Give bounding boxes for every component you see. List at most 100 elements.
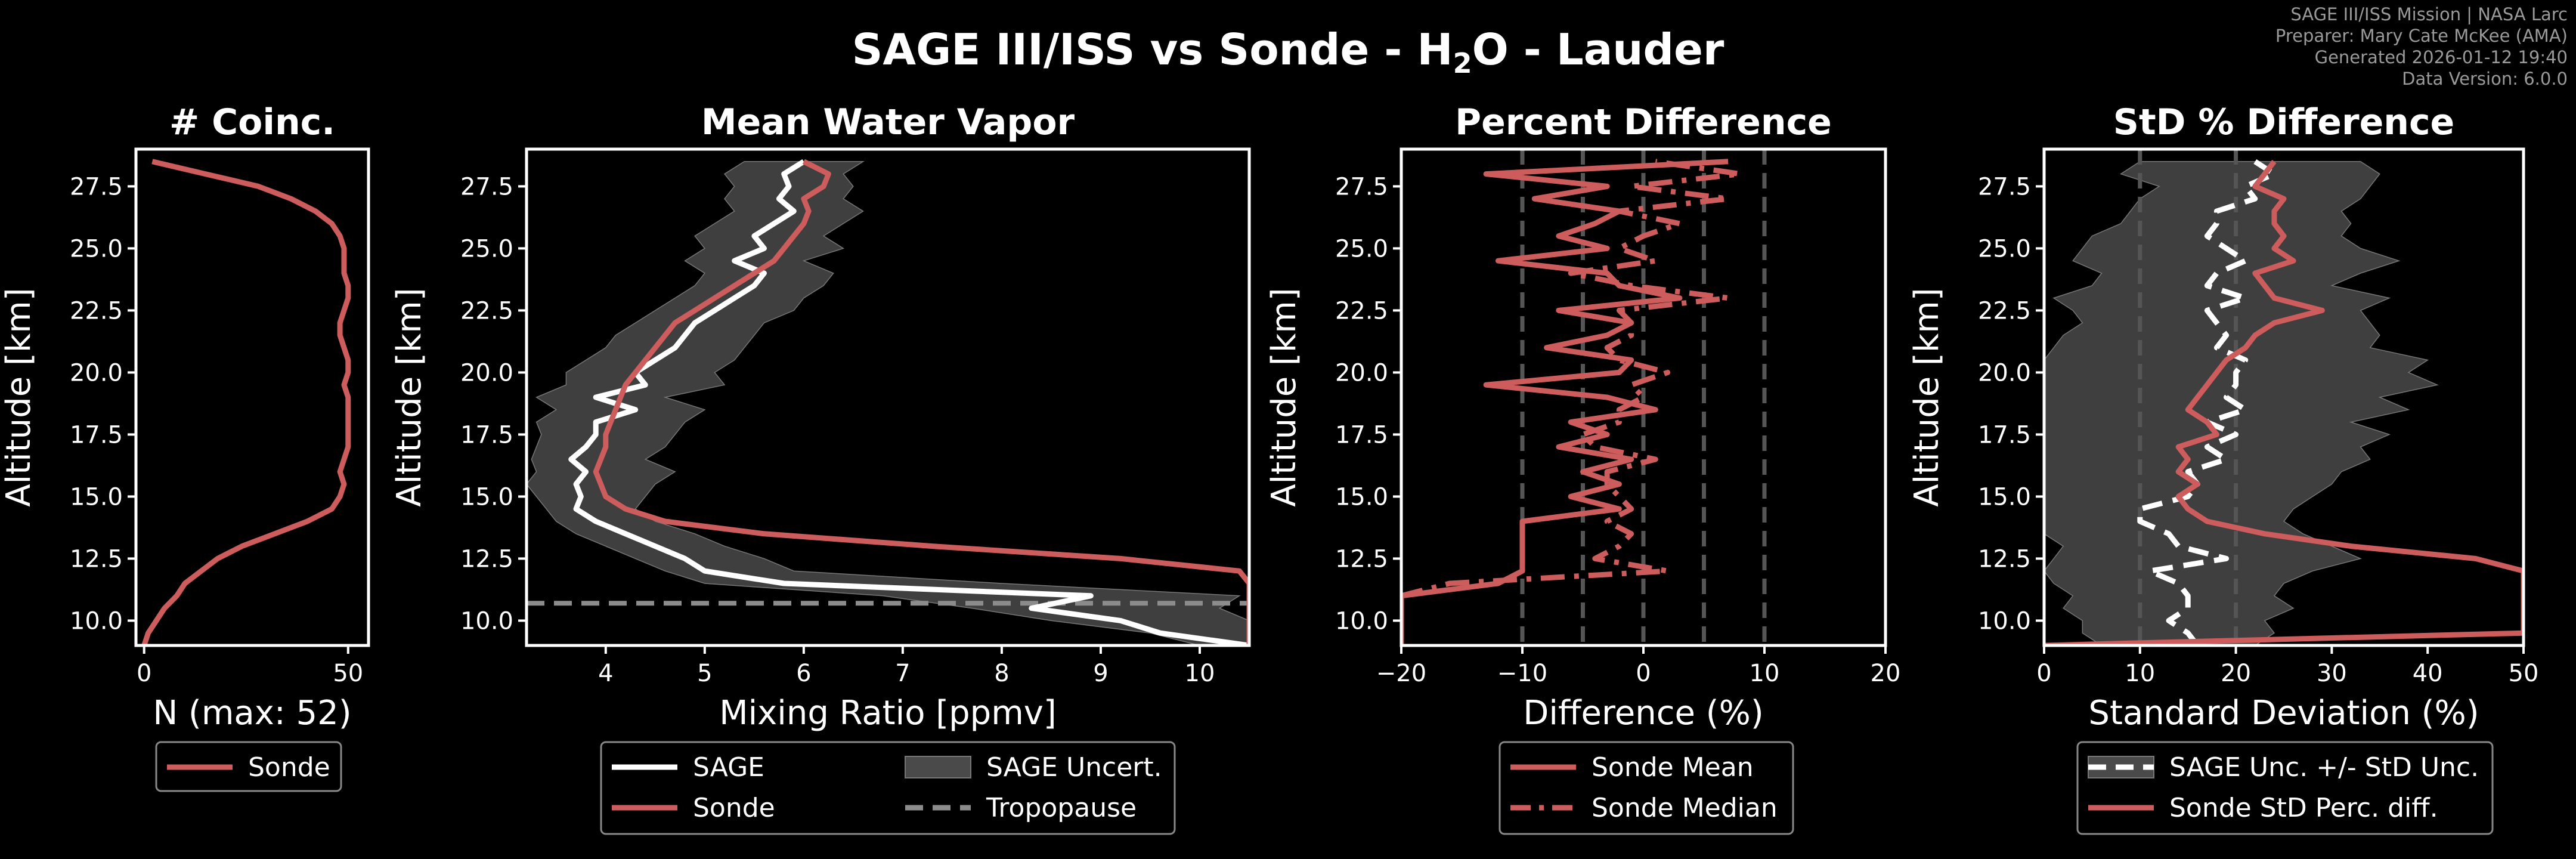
y-tick-label: 15.0 — [460, 483, 513, 511]
figure-title: SAGE III/ISS vs Sonde - H2O - Lauder — [852, 24, 1724, 79]
legend-frame — [2076, 741, 2494, 835]
x-tick-label: 10 — [1185, 660, 1215, 687]
x-tick-label: 20 — [1871, 660, 1901, 687]
x-tick-label: 9 — [1093, 660, 1108, 687]
y-tick-label: 15.0 — [70, 483, 123, 511]
panel-3: 10.0 12.5 15.0 17.5 20.0 22.5 25.0 27.5 −20 −10 0 1… — [1265, 101, 1901, 835]
x-tick-label: 0 — [1636, 660, 1651, 687]
y-tick-label: 20.0 — [460, 359, 513, 387]
y-tick-label: 12.5 — [1978, 545, 2031, 573]
legend-label: SAGE — [693, 752, 764, 783]
panel-title: StD % Difference — [2113, 101, 2455, 143]
y-axis-label: Altitude [km] — [1265, 288, 1304, 506]
series-line-sonde — [141, 159, 351, 645]
x-tick-label: 8 — [994, 660, 1009, 687]
x-tick-label: 10 — [1750, 660, 1780, 687]
panel-title: Percent Difference — [1455, 101, 1832, 143]
legend: SAGE Unc. +/- StD Unc. Sonde StD Perc. di… — [2076, 741, 2494, 835]
legend-label: Sonde Median — [1592, 793, 1778, 823]
y-tick-label: 20.0 — [70, 359, 123, 387]
plot-area — [2044, 149, 2524, 645]
y-tick-label: 10.0 — [460, 607, 513, 635]
x-tick-label: 10 — [2125, 660, 2155, 687]
y-tick-label: 10.0 — [1978, 607, 2031, 635]
uncertainty-band — [527, 161, 1249, 645]
meta-version: Data Version: 6.0.0 — [2402, 69, 2568, 89]
legend-label: Sonde — [693, 793, 775, 823]
legend: SAGE Sonde SAGE Uncert. Tropopause — [600, 741, 1176, 835]
legend-label: Sonde Mean — [1592, 752, 1754, 783]
x-tick-label: 0 — [137, 660, 151, 687]
y-tick-label: 17.5 — [460, 421, 513, 449]
meta-mission: SAGE III/ISS Mission | NASA Larc — [2290, 4, 2568, 24]
legend-frame — [155, 741, 342, 792]
plot-area — [141, 159, 351, 645]
legend: Sonde — [155, 741, 342, 792]
legend-swatch — [905, 756, 971, 778]
x-tick-label: 5 — [697, 660, 712, 687]
x-tick-label: 7 — [895, 660, 910, 687]
y-tick-label: 25.0 — [460, 235, 513, 262]
legend-label: Sonde — [248, 752, 330, 783]
y-tick-label: 17.5 — [70, 421, 123, 449]
axes-frame — [2042, 147, 2525, 647]
meta-preparer: Preparer: Mary Cate McKee (AMA) — [2275, 26, 2568, 46]
title-subscript: 2 — [1453, 47, 1472, 79]
plot-area — [527, 159, 1249, 645]
x-tick-label: 20 — [2221, 660, 2251, 687]
x-axis-label: Standard Deviation (%) — [2088, 694, 2479, 733]
panel-2: 10.0 12.5 15.0 17.5 20.0 22.5 25.0 27.5 4 5 6 7 8 9 10… — [390, 101, 1251, 835]
y-tick-label: 20.0 — [1335, 359, 1388, 387]
y-tick-label: 27.5 — [460, 173, 513, 200]
y-tick-label: 27.5 — [1978, 173, 2031, 200]
x-axis-label: N (max: 52) — [153, 694, 351, 733]
legend-label: SAGE Uncert. — [986, 752, 1162, 783]
x-tick-label: 50 — [333, 660, 363, 687]
y-tick-label: 12.5 — [1335, 545, 1388, 573]
y-tick-label: 22.5 — [1335, 297, 1388, 325]
panel-title: Mean Water Vapor — [701, 101, 1075, 143]
y-tick-label: 15.0 — [1335, 483, 1388, 511]
y-tick-label: 10.0 — [1335, 607, 1388, 635]
x-axis-label: Mixing Ratio [ppmv] — [719, 694, 1056, 733]
y-tick-label: 27.5 — [70, 173, 123, 200]
meta-generated: Generated 2026-01-12 19:40 — [2314, 47, 2568, 67]
x-tick-label: 30 — [2317, 660, 2347, 687]
y-tick-label: 12.5 — [70, 545, 123, 573]
series-line-sonde — [593, 159, 1249, 645]
metadata-block: SAGE III/ISS Mission | NASA Larc Prepare… — [2275, 4, 2568, 89]
y-tick-label: 15.0 — [1978, 483, 2031, 511]
title-prefix: SAGE III/ISS vs Sonde - H — [852, 24, 1453, 75]
y-tick-label: 25.0 — [1335, 235, 1388, 262]
legend-label: Sonde StD Perc. diff. — [2169, 793, 2438, 823]
axes-frame — [134, 147, 370, 647]
y-tick-label: 25.0 — [70, 235, 123, 262]
series-line-sonde-mean — [1401, 159, 1729, 645]
legend-frame — [600, 741, 1176, 835]
y-axis-label: Altitude [km] — [1908, 288, 1946, 506]
panels: 10.012.515.017.520.022.525.027.50 50# Coi… — [0, 101, 2539, 835]
title-suffix: O - Lauder — [1472, 24, 1724, 75]
x-tick-label: 4 — [598, 660, 613, 687]
y-tick-label: 17.5 — [1335, 421, 1388, 449]
y-axis-label: Altitude [km] — [390, 288, 429, 506]
y-tick-label: 10.0 — [70, 607, 123, 635]
x-tick-label: −10 — [1497, 660, 1547, 687]
y-tick-label: 27.5 — [1335, 173, 1388, 200]
y-tick-label: 20.0 — [1978, 359, 2031, 387]
x-tick-label: 50 — [2509, 660, 2539, 687]
plot-area — [1401, 149, 1767, 645]
x-tick-label: 40 — [2413, 660, 2443, 687]
y-tick-label: 22.5 — [1978, 297, 2031, 325]
x-tick-label: 0 — [2036, 660, 2051, 687]
x-tick-label: 6 — [796, 660, 811, 687]
y-tick-label: 22.5 — [70, 297, 123, 325]
panel-4: 10.0 12.5 15.0 17.5 20.0 22.5 25.0 27.5 0 10 20 30 4… — [1908, 101, 2539, 835]
y-tick-label: 25.0 — [1978, 235, 2031, 262]
legend: Sonde Mean Sonde Median — [1498, 741, 1794, 835]
series-line-sonde-median — [1401, 159, 1743, 645]
series-line-sonde-std-perc-diff- — [2044, 160, 2524, 645]
panel-1: 10.0 12.5 15.0 17.5 20.0 22.5 25.0 27.5 0 50 # Coi… — [0, 101, 370, 792]
legend-label: Tropopause — [986, 793, 1137, 823]
